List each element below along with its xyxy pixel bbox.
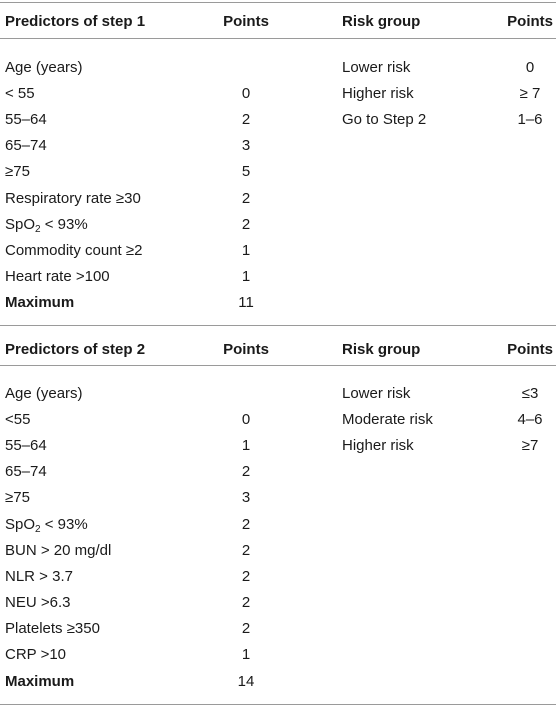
step1-row-label: ≥75 [5,163,30,180]
step2-row-points: 2 [241,516,251,533]
spo2-suffix: < 93% [40,216,88,233]
step1-points-header: Points [223,13,269,30]
step1-row-label: Commodity count ≥2 [5,242,143,259]
step1-risk-group-points: 0 [525,59,535,76]
step2-row-label: <55 [5,411,31,428]
step2-row-points: 2 [241,594,251,611]
step2-row-points: 2 [241,542,251,559]
step2-risk-points-header: Points [507,341,553,358]
step2-risk-group-points: 4–6 [517,411,543,428]
step2-row-label: Platelets ≥350 [5,620,100,637]
spo2-subscript: 2 [35,524,41,535]
bottom-rule [0,704,556,705]
step1-row-points: 2 [241,190,251,207]
step2-points-header: Points [223,341,269,358]
step1-risk-group-label: Go to Step 2 [342,111,427,128]
step2-row-points: 3 [241,489,251,506]
step1-row-points: 2 [241,216,251,233]
step1-risk-group-header: Risk group [342,13,421,30]
step1-row-points: 3 [241,137,251,154]
step1-row-label: Respiratory rate ≥30 [5,190,141,207]
step1-row-points: 1 [241,242,251,259]
step2-risk-group-label: Lower risk [342,385,411,402]
step1-row-label: 65–74 [5,137,47,154]
step2-row-label: BUN > 20 mg/dl [5,542,112,559]
step1-risk-group-label: Lower risk [342,59,411,76]
step1-risk-points-header: Points [507,13,553,30]
step2-risk-group-label: Higher risk [342,437,414,454]
step2-row-label: NLR > 3.7 [5,568,73,585]
step2-row-label: CRP >10 [5,646,67,663]
step2-risk-group-label: Moderate risk [342,411,433,428]
step2-row-label: 65–74 [5,463,47,480]
spo2-prefix: SpO [5,216,36,233]
step1-maximum-points: 11 [238,294,254,311]
step2-row-label: 55–64 [5,437,47,454]
step2-maximum-points: 14 [237,673,255,690]
step1-predictors-header: Predictors of step 1 [5,13,146,30]
spo2-subscript: 2 [35,224,41,235]
step2-maximum-label: Maximum [5,673,75,690]
step1-row-label: Age (years) [5,59,83,76]
spo2-prefix: SpO [5,516,36,533]
step2-row-label: ≥75 [5,489,30,506]
step1-row-points: 0 [241,85,251,102]
step2-predictors-header: Predictors of step 2 [5,341,146,358]
section-divider-rule [0,325,556,326]
step1-risk-group-label: Higher risk [342,85,414,102]
step2-row-points: 2 [241,620,251,637]
step1-row-points: 2 [241,111,251,128]
step2-row-label: Age (years) [5,385,83,402]
step2-row-points: 2 [241,568,251,585]
step2-row-points: 0 [241,411,251,428]
step1-row-label: < 55 [5,85,35,102]
step2-row-label: SpO2 < 93% [5,516,88,535]
step1-risk-group-points: 1–6 [517,111,543,128]
step2-row-points: 1 [241,646,251,663]
header1-rule [0,38,556,39]
step2-row-points: 1 [241,437,251,454]
step2-risk-group-header: Risk group [342,341,421,358]
step1-row-label: 55–64 [5,111,47,128]
step2-row-points: 2 [241,463,251,480]
step2-row-label: NEU >6.3 [5,594,71,611]
step2-risk-group-points: ≤3 [521,385,539,402]
step1-row-label: SpO2 < 93% [5,216,88,235]
step1-row-points: 1 [241,268,251,285]
step1-risk-group-points: ≥ 7 [519,85,541,102]
step1-row-label: Heart rate >100 [5,268,110,285]
step1-row-points: 5 [241,163,251,180]
header2-rule [0,365,556,366]
top-rule [0,2,556,3]
step2-risk-group-points: ≥7 [521,437,539,454]
step1-maximum-label: Maximum [5,294,75,311]
spo2-suffix: < 93% [40,516,88,533]
